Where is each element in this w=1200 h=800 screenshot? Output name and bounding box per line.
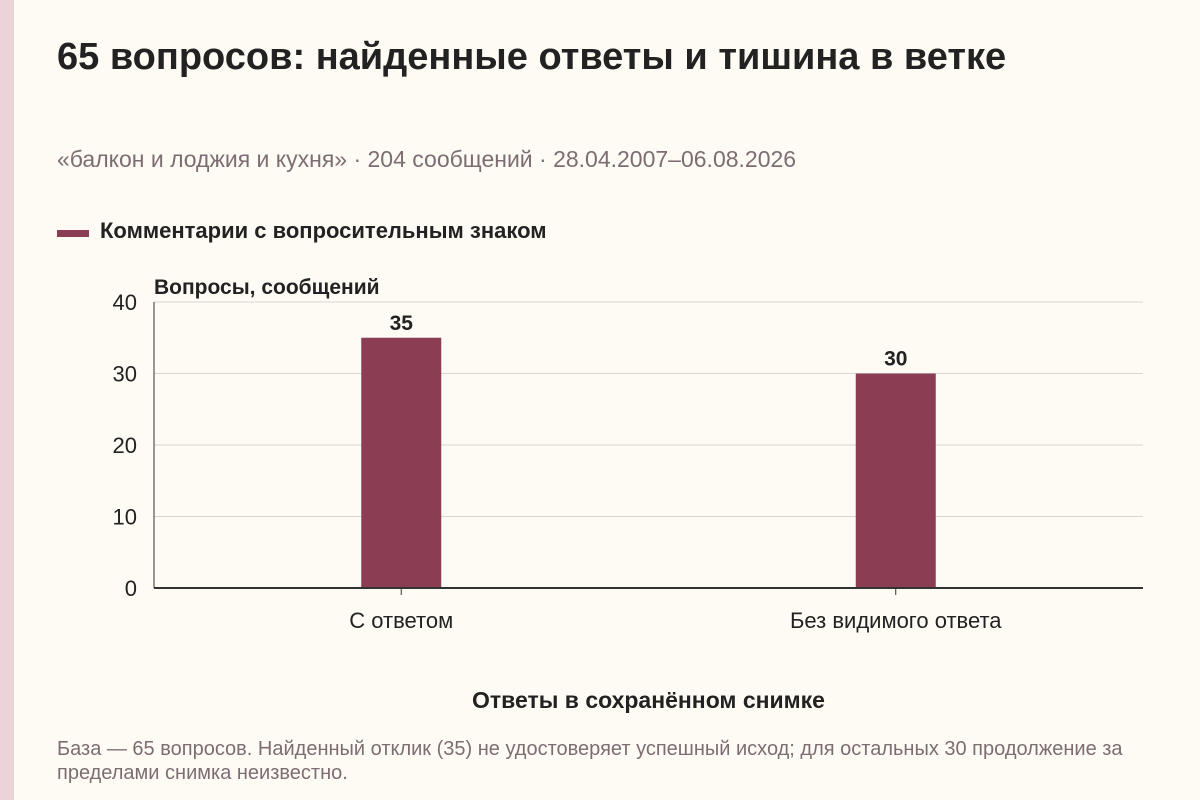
- chart-legend: Комментарии с вопросительным знаком: [57, 218, 547, 244]
- y-tick-label: 0: [125, 576, 137, 601]
- x-tick-label: С ответом: [349, 608, 453, 633]
- bar-value-label: 35: [390, 312, 414, 335]
- y-tick-label: 30: [113, 362, 137, 387]
- x-tick-label: Без видимого ответа: [790, 608, 1002, 633]
- y-tick-label: 20: [113, 433, 137, 458]
- accent-strip: [0, 0, 14, 800]
- y-tick-label: 10: [113, 505, 137, 530]
- footnote: База — 65 вопросов. Найденный отклик (35…: [57, 738, 1123, 784]
- legend-label: Комментарии с вопросительным знаком: [100, 218, 547, 243]
- x-axis-label: Ответы в сохранённом снимке: [472, 687, 825, 713]
- legend-swatch: [57, 229, 89, 237]
- page-title: 65 вопросов: найденные ответы и тишина в…: [57, 36, 1007, 78]
- bar: [855, 373, 936, 588]
- bar: [361, 337, 442, 588]
- y-tick-label: 40: [113, 290, 137, 315]
- subtitle: «балкон и лоджия и кухня» · 204 сообщени…: [57, 146, 797, 172]
- y-axis-label: Вопросы, сообщений: [154, 276, 380, 299]
- bar-value-label: 30: [884, 348, 907, 371]
